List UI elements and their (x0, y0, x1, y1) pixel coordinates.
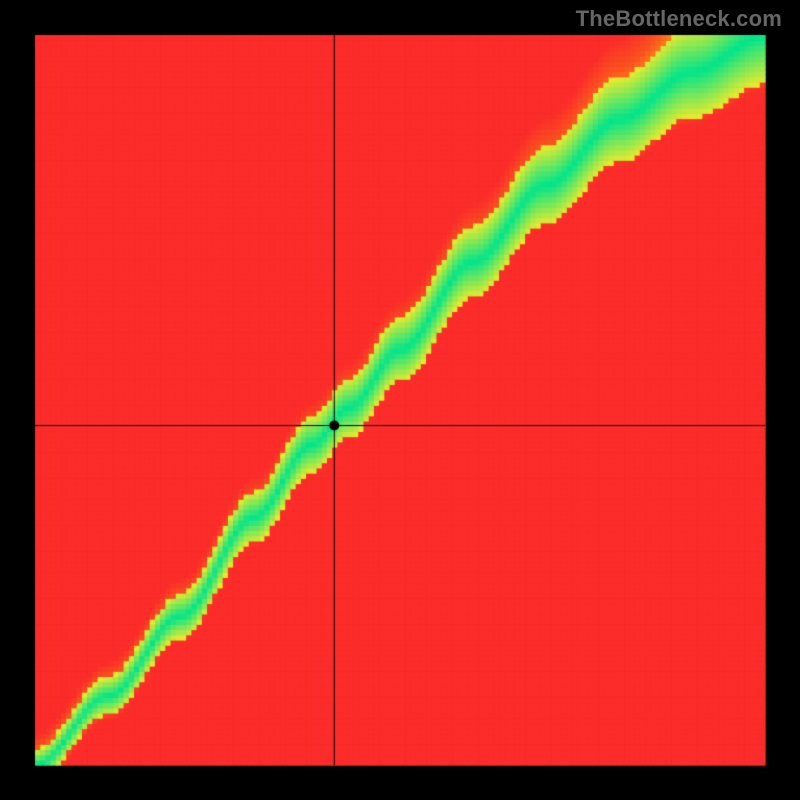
chart-container: TheBottleneck.com (0, 0, 800, 800)
bottleneck-heatmap (0, 0, 800, 800)
watermark-text: TheBottleneck.com (576, 6, 782, 32)
